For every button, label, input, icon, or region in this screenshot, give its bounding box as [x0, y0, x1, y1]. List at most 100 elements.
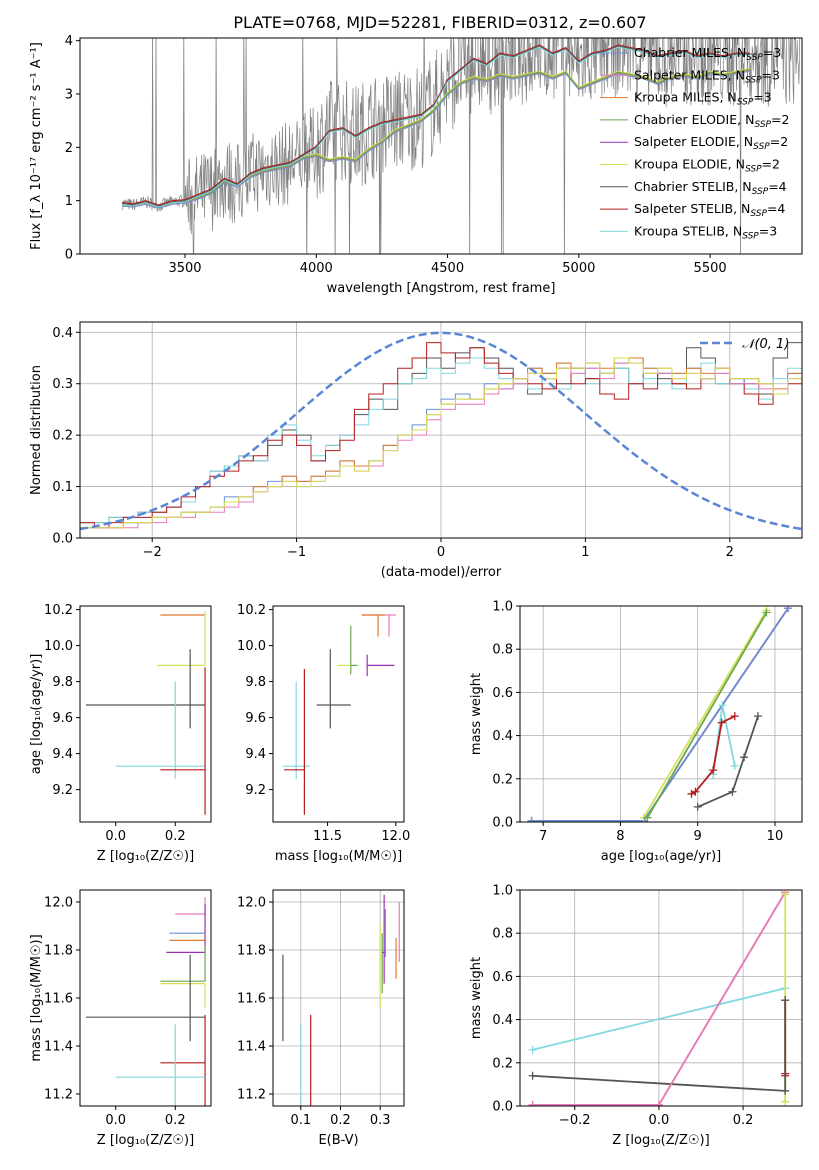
- y-tick-label: 9.8: [245, 675, 266, 690]
- y-tick-label: 1.0: [492, 600, 513, 615]
- weight-marker: [740, 753, 749, 762]
- errorbar-point-salpeter_stelib: [160, 667, 206, 815]
- errorbar-point-kroupa_stelib: [115, 1024, 206, 1106]
- legend-entry-kroupa_elodie: Kroupa ELODIE, NSSP=2: [634, 157, 780, 175]
- y-tick-label: 12.0: [237, 896, 266, 911]
- y-tick-label: 9.6: [245, 711, 266, 726]
- y-axis-label: mass weight: [469, 957, 484, 1039]
- panel-residuals: −2 −1 0 1 2 0.0 0.1 0.2 0.3 0.4 (data-model)/error…: [29, 321, 803, 580]
- plot-area-spectrum: [121, 38, 801, 254]
- x-tick-label: 0.1: [290, 1113, 311, 1128]
- y-tick-label: 11.4: [237, 1040, 266, 1055]
- x-axis-label: E(B-V): [318, 1133, 358, 1148]
- errorbar-point-kroupa_elodie: [160, 982, 206, 1008]
- weight-line: [646, 612, 768, 819]
- plot-area-massweight_vs_Z: [528, 890, 790, 1106]
- x-axis-label: Z [log₁₀(Z/Z☉)]: [97, 849, 194, 864]
- y-tick-label: 0.8: [492, 927, 513, 942]
- panel-age_vs_Z: 0.0 0.2 9.2 9.4 9.6 9.8 10.0 10.2 Z [log₁₀(Z/Z☉)…: [29, 603, 212, 864]
- axes-frame: [79, 605, 212, 823]
- weight-marker: [643, 813, 652, 822]
- y-axis-label: mass weight: [469, 673, 484, 755]
- weight-marker: [781, 1097, 790, 1106]
- errorbar-point-chabrier_stelib: [85, 954, 206, 1042]
- y-tick-label: 0.0: [52, 532, 73, 547]
- y-tick-label: 10.2: [44, 603, 73, 618]
- weight-series-chabrier_stelib: [781, 996, 790, 1095]
- x-tick-label: 5000: [562, 261, 595, 276]
- y-tick-label: 10.2: [237, 603, 266, 618]
- x-tick-label: 0.0: [649, 1113, 670, 1128]
- weight-marker: [709, 766, 718, 775]
- errorbar-point-chabrier_elodie: [350, 625, 358, 675]
- weight-series-chabrier_elodie: [643, 608, 771, 822]
- panel-spectrum: 3500 4000 4500 5000 5500 0 1 2 3 4 wavelength [Ang…: [29, 34, 803, 296]
- x-axis-label: Z [log₁₀(Z/Z☉)]: [97, 1133, 194, 1148]
- errorbar-point-kroupa_stelib: [115, 681, 206, 779]
- legend-entry-chabrier_elodie: Chabrier ELODIE, NSSP=2: [634, 112, 789, 130]
- errorbar-point-chabrier_stelib: [85, 649, 206, 729]
- errorbar-point-chabrier_elodie: [160, 945, 206, 982]
- errorbar-point-salpeter_miles: [361, 614, 396, 637]
- x-tick-label: 8: [616, 829, 624, 844]
- weight-line: [697, 715, 759, 808]
- errorbar-point-salpeter_miles: [175, 897, 206, 915]
- x-tick-label: 3500: [168, 261, 201, 276]
- plot-area-age_vs_mass: [282, 614, 396, 815]
- weight-marker: [781, 996, 790, 1005]
- weight-line: [532, 1074, 786, 1092]
- weight-line: [642, 609, 768, 819]
- model-spectrum-salpeter_stelib: [121, 44, 750, 206]
- y-tick-label: 11.8: [44, 944, 73, 959]
- x-tick-label: 0.2: [330, 1113, 351, 1128]
- y-tick-label: 11.8: [237, 944, 266, 959]
- x-axis-label: age [log₁₀(age/yr)]: [601, 849, 722, 864]
- panel-massweight_vs_Z: −0.2 0.0 0.2 0.0 0.2 0.4 0.6 0.8 1.0 Z [log₁₀(Z/Z…: [469, 884, 803, 1148]
- x-tick-label: −2: [143, 545, 162, 560]
- y-tick-label: 11.6: [237, 992, 266, 1007]
- errorbar-point-kroupa_miles: [361, 614, 385, 637]
- y-axis-label: mass [log₁₀(M/M☉)]: [29, 934, 44, 1061]
- errorbar-point-salpeter_stelib: [283, 669, 305, 815]
- plot-area-mass_vs_ebv: [282, 894, 400, 1106]
- weight-marker: [528, 1071, 537, 1080]
- y-tick-label: 4: [65, 34, 73, 49]
- x-tick-label: 5500: [694, 261, 727, 276]
- weight-marker: [728, 787, 737, 796]
- panel-age_vs_mass: 11.5 12.0 9.2 9.4 9.6 9.8 10.0 10.2 mass [log₁₀(…: [237, 603, 410, 864]
- legend-entry-chabrier_miles: Chabrier MILES, NSSP=3: [634, 45, 781, 63]
- x-tick-label: 7: [539, 829, 547, 844]
- y-tick-label: 12.0: [44, 896, 73, 911]
- x-tick-label: 0.3: [370, 1113, 391, 1128]
- weight-marker: [528, 1100, 537, 1106]
- y-tick-label: 9.2: [245, 783, 266, 798]
- model-spectrum-kroupa_stelib: [121, 46, 750, 208]
- y-axis-label: Flux [f_λ 10⁻¹⁷ erg cm⁻² s⁻¹ A⁻¹]: [29, 42, 44, 250]
- y-tick-label: 0.0: [492, 816, 513, 831]
- x-tick-label: 11.5: [313, 829, 342, 844]
- y-tick-label: 9.4: [245, 747, 266, 762]
- axes-frame: [519, 605, 803, 823]
- y-tick-label: 0.8: [492, 643, 513, 658]
- x-tick-label: 4500: [431, 261, 464, 276]
- legend-entry-salpeter_stelib: Salpeter STELIB, NSSP=4: [634, 201, 785, 219]
- gaussian-curve: [80, 331, 802, 531]
- axes-frame: [79, 889, 212, 1107]
- y-tick-label: 0.0: [492, 1100, 513, 1115]
- x-tick-label: 0: [437, 545, 445, 560]
- y-tick-label: 0.4: [492, 729, 513, 744]
- model-spectrum-chabrier_miles: [121, 70, 750, 209]
- x-tick-label: 0.0: [105, 1113, 126, 1128]
- x-tick-label: 0.2: [165, 1113, 186, 1128]
- x-tick-label: 1: [581, 545, 589, 560]
- y-tick-label: 0.4: [52, 326, 73, 341]
- x-tick-label: 12.0: [381, 829, 410, 844]
- panel-massweight_vs_age: 7 8 9 10 0.0 0.2 0.4 0.6 0.8 1.0 age [log₁₀(age/yr…: [469, 600, 803, 864]
- y-tick-label: 11.4: [44, 1040, 73, 1055]
- x-axis-label: Z [log₁₀(Z/Z☉)]: [612, 1133, 709, 1148]
- y-tick-label: 3: [65, 88, 73, 103]
- weight-marker: [718, 701, 727, 710]
- histogram-salpeter_miles: [80, 362, 802, 529]
- x-tick-label: 4000: [300, 261, 333, 276]
